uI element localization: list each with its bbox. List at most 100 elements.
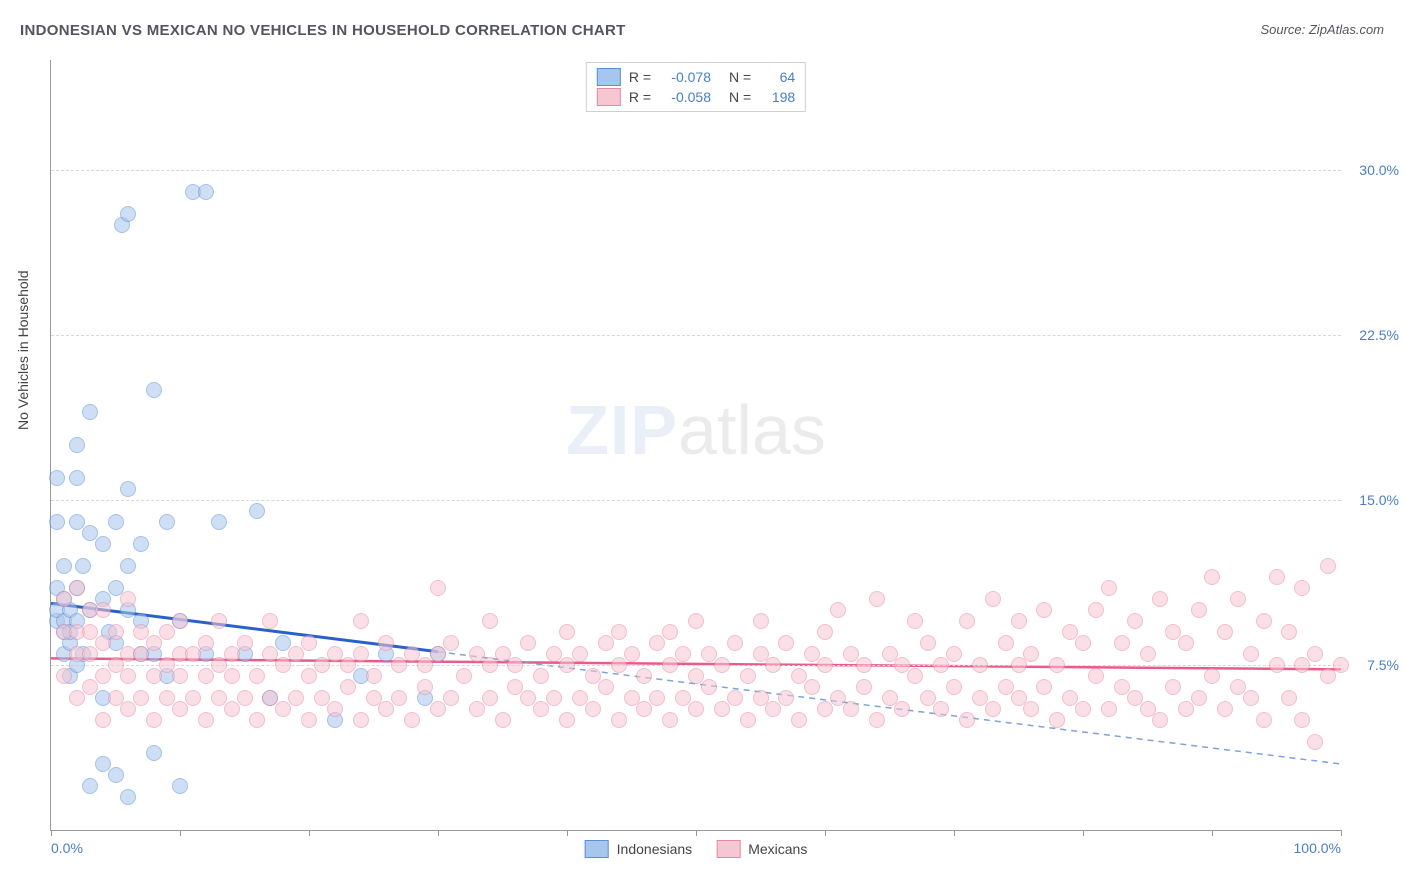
scatter-point <box>146 382 162 398</box>
scatter-point <box>301 668 317 684</box>
legend-correlation: R =-0.078N =64R =-0.058N =198 <box>586 62 806 112</box>
scatter-point <box>1294 580 1310 596</box>
legend-series-label: Mexicans <box>748 841 807 857</box>
legend-n-label: N = <box>729 69 751 85</box>
scatter-point <box>482 690 498 706</box>
scatter-point <box>108 514 124 530</box>
legend-r-label: R = <box>629 89 651 105</box>
scatter-point <box>1307 734 1323 750</box>
scatter-point <box>146 745 162 761</box>
legend-n-value: 198 <box>761 89 795 105</box>
scatter-point <box>340 679 356 695</box>
scatter-point <box>366 668 382 684</box>
scatter-point <box>314 657 330 673</box>
scatter-point <box>843 701 859 717</box>
scatter-point <box>546 690 562 706</box>
scatter-point <box>740 712 756 728</box>
legend-swatch <box>597 68 621 86</box>
scatter-point <box>172 778 188 794</box>
scatter-point <box>869 591 885 607</box>
scatter-point <box>146 668 162 684</box>
scatter-point <box>443 635 459 651</box>
scatter-point <box>636 668 652 684</box>
scatter-point <box>611 712 627 728</box>
scatter-point <box>430 646 446 662</box>
legend-row: R =-0.078N =64 <box>597 67 795 87</box>
scatter-point <box>275 701 291 717</box>
scatter-point <box>1101 580 1117 596</box>
scatter-point <box>907 668 923 684</box>
scatter-point <box>249 503 265 519</box>
scatter-point <box>95 602 111 618</box>
xtick <box>696 830 697 836</box>
scatter-point <box>353 712 369 728</box>
scatter-point <box>495 712 511 728</box>
scatter-point <box>662 624 678 640</box>
scatter-point <box>1127 613 1143 629</box>
scatter-point <box>1230 591 1246 607</box>
scatter-point <box>82 646 98 662</box>
legend-series-item: Indonesians <box>585 840 693 858</box>
xtick <box>309 830 310 836</box>
scatter-point <box>69 437 85 453</box>
scatter-point <box>185 690 201 706</box>
scatter-point <box>237 635 253 651</box>
scatter-point <box>301 635 317 651</box>
scatter-point <box>946 679 962 695</box>
scatter-point <box>198 635 214 651</box>
scatter-point <box>133 536 149 552</box>
scatter-point <box>856 679 872 695</box>
scatter-point <box>675 646 691 662</box>
scatter-point <box>249 712 265 728</box>
scatter-point <box>49 514 65 530</box>
scatter-point <box>224 646 240 662</box>
legend-series-label: Indonesians <box>617 841 693 857</box>
legend-swatch <box>585 840 609 858</box>
scatter-point <box>1294 657 1310 673</box>
scatter-point <box>817 701 833 717</box>
scatter-point <box>894 701 910 717</box>
scatter-point <box>778 635 794 651</box>
legend-series-item: Mexicans <box>716 840 807 858</box>
xtick <box>1212 830 1213 836</box>
scatter-point <box>1140 646 1156 662</box>
scatter-point <box>1101 701 1117 717</box>
scatter-point <box>533 668 549 684</box>
scatter-point <box>456 668 472 684</box>
legend-series: Indonesians Mexicans <box>585 840 808 858</box>
scatter-point <box>972 657 988 673</box>
xtick-label: 100.0% <box>1294 840 1341 856</box>
scatter-point <box>185 646 201 662</box>
scatter-point <box>611 657 627 673</box>
scatter-point <box>1088 602 1104 618</box>
scatter-point <box>727 690 743 706</box>
scatter-point <box>753 613 769 629</box>
xtick <box>180 830 181 836</box>
scatter-point <box>1049 712 1065 728</box>
scatter-point <box>1256 712 1272 728</box>
scatter-point <box>146 712 162 728</box>
scatter-point <box>224 668 240 684</box>
scatter-point <box>198 668 214 684</box>
gridline <box>51 665 1341 666</box>
scatter-point <box>1217 701 1233 717</box>
scatter-point <box>1294 712 1310 728</box>
scatter-point <box>1178 701 1194 717</box>
scatter-point <box>1269 569 1285 585</box>
scatter-point <box>69 470 85 486</box>
scatter-point <box>740 668 756 684</box>
xtick <box>438 830 439 836</box>
scatter-point <box>391 657 407 673</box>
scatter-point <box>108 624 124 640</box>
scatter-point <box>1023 646 1039 662</box>
scatter-point <box>95 536 111 552</box>
scatter-point <box>120 591 136 607</box>
scatter-point <box>1036 679 1052 695</box>
scatter-point <box>959 613 975 629</box>
scatter-point <box>714 701 730 717</box>
scatter-point <box>1152 591 1168 607</box>
scatter-point <box>120 558 136 574</box>
xtick <box>51 830 52 836</box>
scatter-point <box>1320 558 1336 574</box>
scatter-point <box>507 657 523 673</box>
